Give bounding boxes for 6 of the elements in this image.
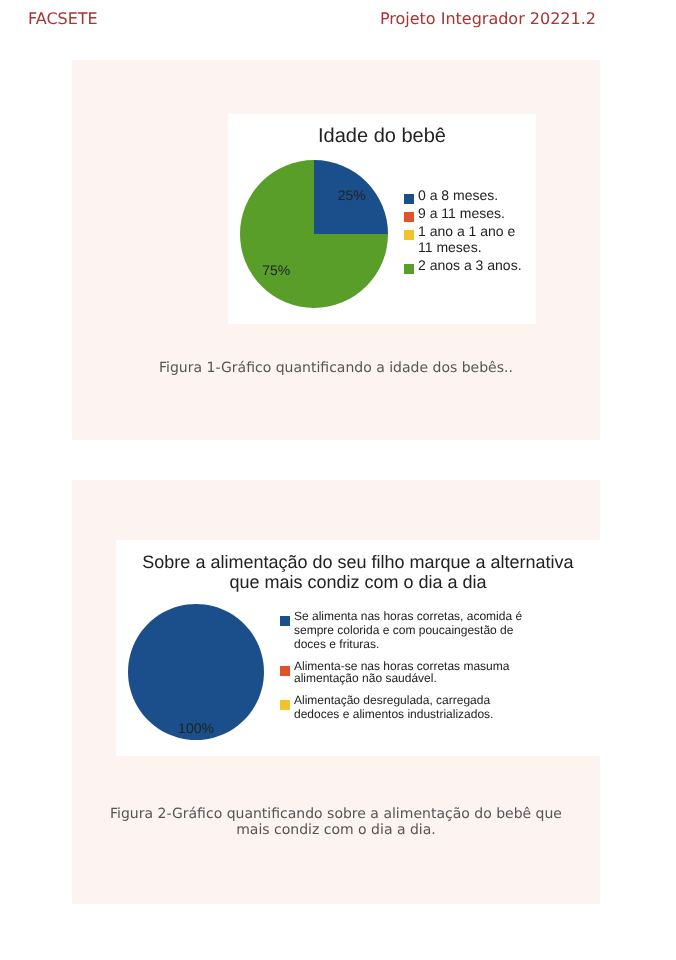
text: FACSETE	[28, 10, 98, 28]
text: Projeto Integrador 20221.2	[379, 10, 596, 28]
text: Idade do bebê	[316, 126, 448, 148]
text: Sobre a alimentação do seu filho marque a alternativa que mais condiz com o dia a dia	[140, 552, 576, 592]
pie-slice	[240, 160, 388, 308]
pie-slice	[314, 160, 388, 234]
